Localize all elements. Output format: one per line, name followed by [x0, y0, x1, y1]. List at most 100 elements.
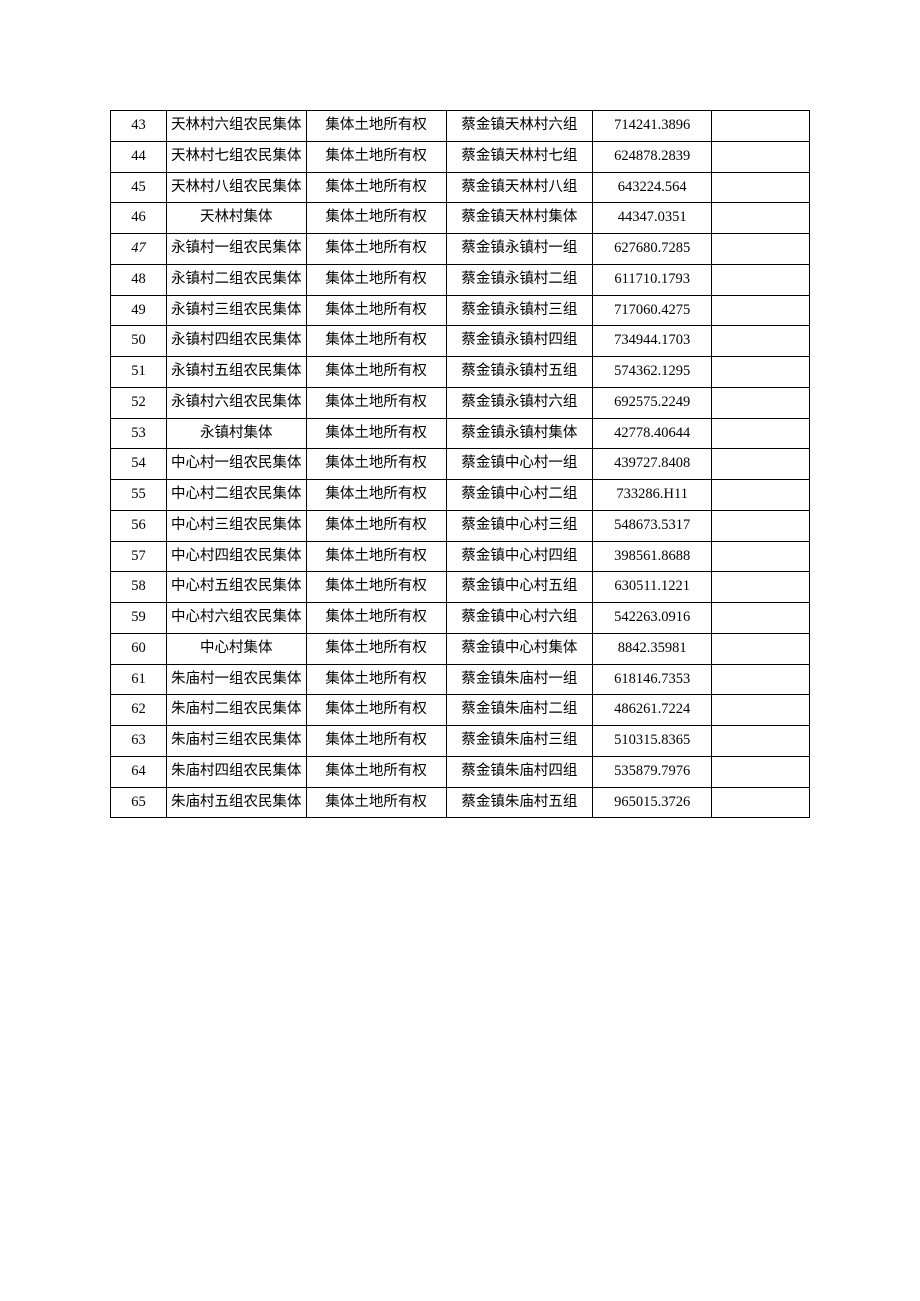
owner-name: 中心村二组农民集体: [166, 480, 306, 511]
empty-cell: [712, 756, 810, 787]
area-value: 965015.3726: [593, 787, 712, 818]
area-value: 627680.7285: [593, 234, 712, 265]
location: 蔡金镇朱庙村一组: [446, 664, 593, 695]
right-type: 集体土地所有权: [306, 756, 446, 787]
empty-cell: [712, 480, 810, 511]
owner-name: 永镇村五组农民集体: [166, 357, 306, 388]
table-row: 50永镇村四组农民集体集体土地所有权蔡金镇永镇村四组734944.1703: [111, 326, 810, 357]
area-value: 8842.35981: [593, 633, 712, 664]
empty-cell: [712, 726, 810, 757]
area-value: 548673.5317: [593, 510, 712, 541]
owner-name: 朱庙村五组农民集体: [166, 787, 306, 818]
right-type: 集体土地所有权: [306, 449, 446, 480]
right-type: 集体土地所有权: [306, 387, 446, 418]
location: 蔡金镇朱庙村四组: [446, 756, 593, 787]
table-row: 60中心村集体集体土地所有权蔡金镇中心村集体8842.35981: [111, 633, 810, 664]
right-type: 集体土地所有权: [306, 480, 446, 511]
row-index: 45: [111, 172, 167, 203]
table-row: 54中心村一组农民集体集体土地所有权蔡金镇中心村一组439727.8408: [111, 449, 810, 480]
table-row: 56中心村三组农民集体集体土地所有权蔡金镇中心村三组548673.5317: [111, 510, 810, 541]
table-row: 58中心村五组农民集体集体土地所有权蔡金镇中心村五组630511.1221: [111, 572, 810, 603]
owner-name: 永镇村集体: [166, 418, 306, 449]
empty-cell: [712, 787, 810, 818]
area-value: 692575.2249: [593, 387, 712, 418]
row-index: 46: [111, 203, 167, 234]
area-value: 733286.H11: [593, 480, 712, 511]
location: 蔡金镇永镇村二组: [446, 264, 593, 295]
location: 蔡金镇中心村五组: [446, 572, 593, 603]
row-index: 57: [111, 541, 167, 572]
owner-name: 永镇村四组农民集体: [166, 326, 306, 357]
empty-cell: [712, 295, 810, 326]
right-type: 集体土地所有权: [306, 203, 446, 234]
row-index: 58: [111, 572, 167, 603]
area-value: 42778.40644: [593, 418, 712, 449]
area-value: 643224.564: [593, 172, 712, 203]
empty-cell: [712, 203, 810, 234]
row-index: 48: [111, 264, 167, 295]
table-row: 61朱庙村一组农民集体集体土地所有权蔡金镇朱庙村一组618146.7353: [111, 664, 810, 695]
location: 蔡金镇中心村三组: [446, 510, 593, 541]
table-row: 48永镇村二组农民集体集体土地所有权蔡金镇永镇村二组611710.1793: [111, 264, 810, 295]
location: 蔡金镇天林村六组: [446, 111, 593, 142]
row-index: 49: [111, 295, 167, 326]
empty-cell: [712, 264, 810, 295]
area-value: 535879.7976: [593, 756, 712, 787]
owner-name: 天林村八组农民集体: [166, 172, 306, 203]
location: 蔡金镇中心村一组: [446, 449, 593, 480]
row-index: 51: [111, 357, 167, 388]
right-type: 集体土地所有权: [306, 111, 446, 142]
area-value: 510315.8365: [593, 726, 712, 757]
area-value: 618146.7353: [593, 664, 712, 695]
empty-cell: [712, 664, 810, 695]
right-type: 集体土地所有权: [306, 295, 446, 326]
owner-name: 天林村集体: [166, 203, 306, 234]
owner-name: 朱庙村二组农民集体: [166, 695, 306, 726]
owner-name: 中心村一组农民集体: [166, 449, 306, 480]
empty-cell: [712, 418, 810, 449]
row-index: 60: [111, 633, 167, 664]
empty-cell: [712, 541, 810, 572]
right-type: 集体土地所有权: [306, 664, 446, 695]
row-index: 50: [111, 326, 167, 357]
right-type: 集体土地所有权: [306, 695, 446, 726]
owner-name: 中心村四组农民集体: [166, 541, 306, 572]
area-value: 717060.4275: [593, 295, 712, 326]
row-index: 52: [111, 387, 167, 418]
owner-name: 永镇村六组农民集体: [166, 387, 306, 418]
area-value: 398561.8688: [593, 541, 712, 572]
location: 蔡金镇永镇村六组: [446, 387, 593, 418]
empty-cell: [712, 387, 810, 418]
location: 蔡金镇天林村七组: [446, 141, 593, 172]
right-type: 集体土地所有权: [306, 357, 446, 388]
right-type: 集体土地所有权: [306, 541, 446, 572]
empty-cell: [712, 172, 810, 203]
right-type: 集体土地所有权: [306, 264, 446, 295]
table-row: 51永镇村五组农民集体集体土地所有权蔡金镇永镇村五组574362.1295: [111, 357, 810, 388]
area-value: 734944.1703: [593, 326, 712, 357]
row-index: 65: [111, 787, 167, 818]
right-type: 集体土地所有权: [306, 418, 446, 449]
area-value: 630511.1221: [593, 572, 712, 603]
table-row: 44天林村七组农民集体集体土地所有权蔡金镇天林村七组624878.2839: [111, 141, 810, 172]
table-row: 53永镇村集体集体土地所有权蔡金镇永镇村集体42778.40644: [111, 418, 810, 449]
right-type: 集体土地所有权: [306, 326, 446, 357]
right-type: 集体土地所有权: [306, 141, 446, 172]
area-value: 714241.3896: [593, 111, 712, 142]
table-row: 63朱庙村三组农民集体集体土地所有权蔡金镇朱庙村三组510315.8365: [111, 726, 810, 757]
area-value: 44347.0351: [593, 203, 712, 234]
table-row: 64朱庙村四组农民集体集体土地所有权蔡金镇朱庙村四组535879.7976: [111, 756, 810, 787]
empty-cell: [712, 510, 810, 541]
location: 蔡金镇中心村六组: [446, 603, 593, 634]
location: 蔡金镇朱庙村五组: [446, 787, 593, 818]
location: 蔡金镇永镇村三组: [446, 295, 593, 326]
table-row: 52永镇村六组农民集体集体土地所有权蔡金镇永镇村六组692575.2249: [111, 387, 810, 418]
table-row: 43天林村六组农民集体集体土地所有权蔡金镇天林村六组714241.3896: [111, 111, 810, 142]
location: 蔡金镇中心村二组: [446, 480, 593, 511]
location: 蔡金镇天林村八组: [446, 172, 593, 203]
empty-cell: [712, 111, 810, 142]
owner-name: 朱庙村三组农民集体: [166, 726, 306, 757]
area-value: 624878.2839: [593, 141, 712, 172]
right-type: 集体土地所有权: [306, 726, 446, 757]
row-index: 54: [111, 449, 167, 480]
